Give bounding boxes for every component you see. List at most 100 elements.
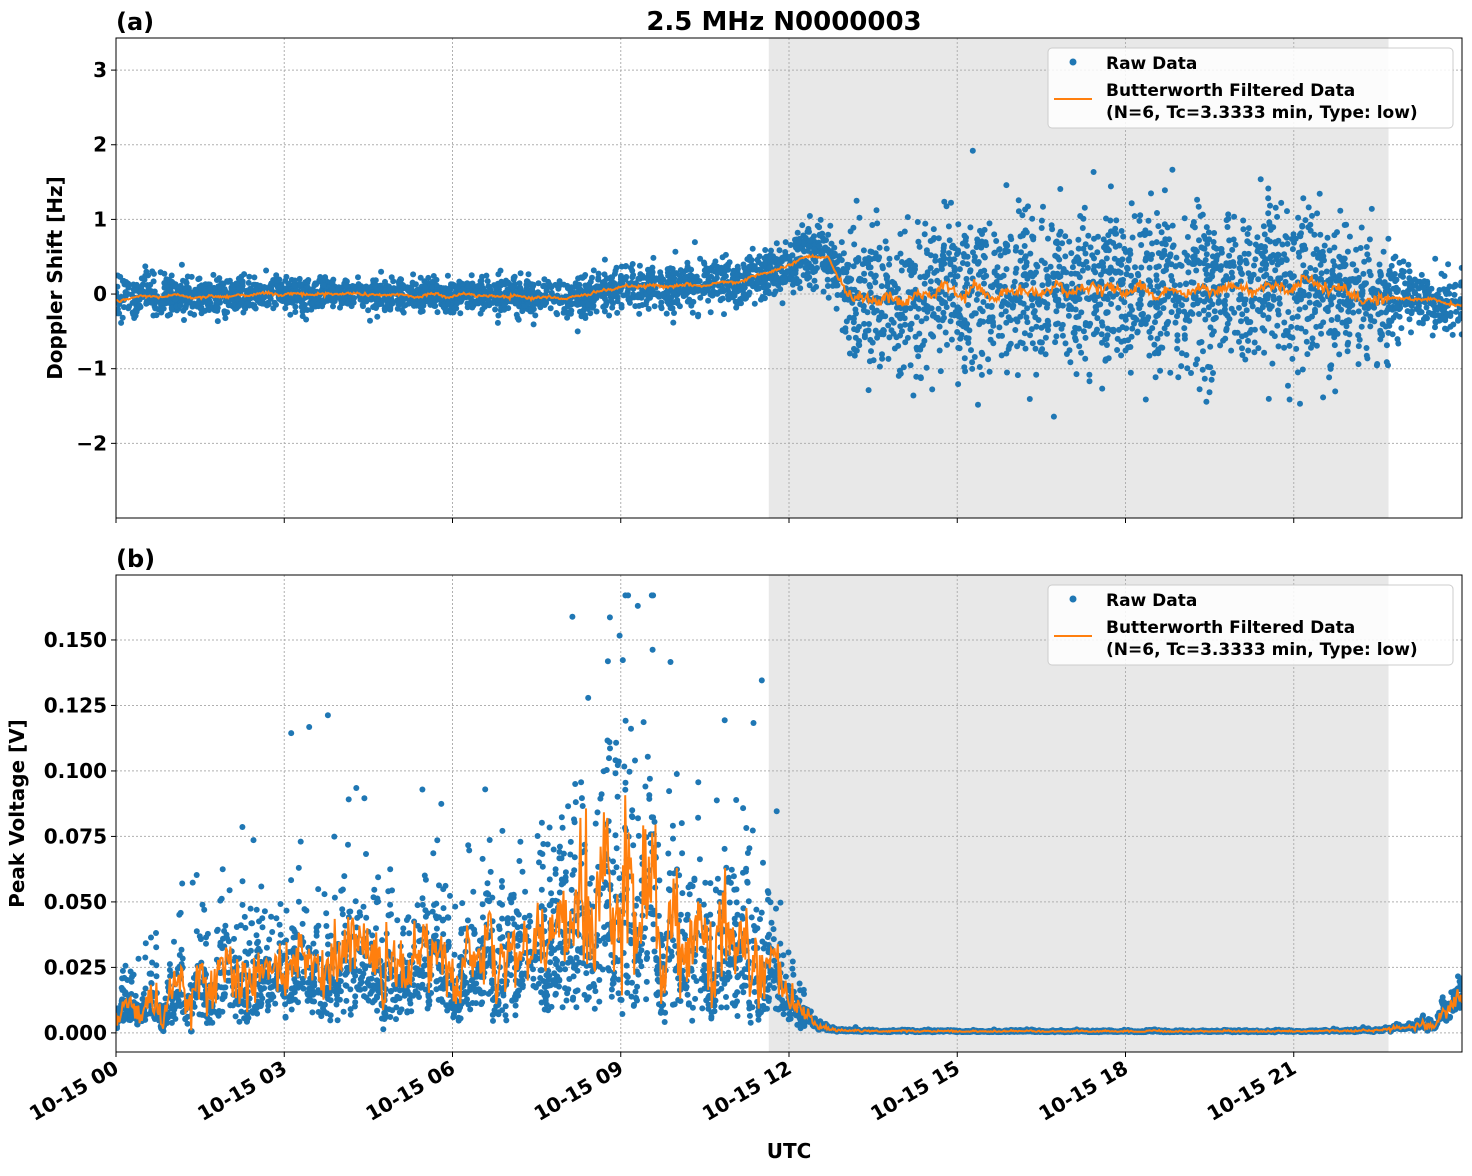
raw-data-point — [1152, 319, 1158, 325]
raw-data-point — [322, 891, 328, 897]
raw-data-point — [434, 277, 440, 283]
raw-data-point — [848, 228, 854, 234]
raw-data-point — [1394, 304, 1400, 310]
raw-data-point — [1320, 394, 1326, 400]
raw-data-point — [1424, 305, 1430, 311]
raw-data-point — [969, 359, 975, 365]
raw-data-point — [1168, 251, 1174, 257]
raw-data-point — [877, 364, 883, 370]
raw-data-point — [687, 298, 693, 304]
raw-data-point — [1309, 213, 1315, 219]
raw-data-point — [1062, 253, 1068, 259]
raw-data-point — [1274, 214, 1280, 220]
raw-data-point — [1128, 283, 1134, 289]
raw-data-point — [1069, 281, 1075, 287]
raw-data-point — [1366, 257, 1372, 263]
raw-data-point — [1027, 251, 1033, 257]
raw-data-point — [965, 340, 971, 346]
raw-data-point — [672, 249, 678, 255]
raw-data-point — [964, 276, 970, 282]
raw-data-point — [963, 325, 969, 331]
raw-data-point — [232, 306, 238, 312]
raw-data-point — [1347, 234, 1353, 240]
raw-data-point — [1160, 280, 1166, 286]
raw-data-point — [1337, 299, 1343, 305]
raw-data-point — [969, 366, 975, 372]
raw-data-point — [1088, 244, 1094, 250]
raw-data-point — [1127, 344, 1133, 350]
raw-data-point — [1306, 204, 1312, 210]
raw-data-point — [1407, 268, 1413, 274]
raw-data-point — [1405, 262, 1411, 268]
raw-data-point — [401, 303, 407, 309]
raw-data-point — [610, 292, 616, 298]
raw-data-point — [1209, 377, 1215, 383]
raw-data-point — [1148, 256, 1154, 262]
raw-data-point — [1236, 305, 1242, 311]
raw-data-point — [619, 302, 625, 308]
raw-data-point — [1062, 233, 1068, 239]
raw-data-point — [1162, 187, 1168, 193]
raw-data-point — [777, 247, 783, 253]
raw-data-point — [1317, 232, 1323, 238]
raw-data-point — [374, 288, 380, 294]
raw-data-point — [1080, 268, 1086, 274]
raw-data-point — [1005, 248, 1011, 254]
raw-data-point — [449, 282, 455, 288]
y-tick-label: 0 — [93, 282, 107, 306]
raw-data-point — [977, 364, 983, 370]
raw-data-point — [948, 318, 954, 324]
raw-data-point — [957, 266, 963, 272]
raw-data-point — [750, 246, 756, 252]
raw-data-point — [1347, 304, 1353, 310]
raw-data-point — [1075, 237, 1081, 243]
raw-data-point — [1196, 311, 1202, 317]
raw-data-point — [1244, 307, 1250, 313]
raw-data-point — [1099, 331, 1105, 337]
raw-data-point — [636, 303, 642, 309]
raw-data-point — [660, 291, 666, 297]
raw-data-point — [1129, 200, 1135, 206]
raw-data-point — [884, 276, 890, 282]
raw-data-point — [1278, 200, 1284, 206]
raw-data-point — [980, 299, 986, 305]
raw-data-point — [1051, 414, 1057, 420]
raw-data-point — [931, 226, 937, 232]
raw-data-point — [757, 267, 763, 273]
raw-data-point — [714, 270, 720, 276]
raw-data-point — [1393, 312, 1399, 318]
raw-data-point — [1114, 347, 1120, 353]
raw-data-point — [1119, 314, 1125, 320]
raw-data-point — [185, 289, 191, 295]
raw-data-point — [1008, 317, 1014, 323]
raw-data-point — [1419, 272, 1425, 278]
raw-data-point — [819, 231, 825, 237]
raw-data-point — [881, 328, 887, 334]
raw-data-point — [1078, 309, 1084, 315]
raw-data-point — [541, 300, 547, 306]
raw-data-point — [866, 387, 872, 393]
raw-data-point — [299, 300, 305, 306]
raw-data-point — [810, 286, 816, 292]
raw-data-point — [872, 255, 878, 261]
raw-data-point — [1432, 313, 1438, 319]
raw-data-point — [1289, 356, 1295, 362]
raw-data-point — [360, 303, 366, 309]
raw-data-point — [1364, 345, 1370, 351]
raw-data-point — [1115, 336, 1121, 342]
raw-data-point — [936, 306, 942, 312]
raw-data-point — [1037, 339, 1043, 345]
raw-data-point — [1320, 249, 1326, 255]
raw-data-point — [690, 310, 696, 316]
raw-data-point — [1263, 262, 1269, 268]
raw-data-point — [490, 300, 496, 306]
raw-data-point — [1015, 372, 1021, 378]
raw-data-point — [629, 274, 635, 280]
raw-data-point — [1376, 278, 1382, 284]
raw-data-point — [1327, 363, 1333, 369]
raw-data-point — [161, 306, 167, 312]
raw-data-point — [1334, 229, 1340, 235]
raw-data-point — [452, 904, 458, 910]
raw-data-point — [924, 365, 930, 371]
raw-data-point — [251, 282, 257, 288]
